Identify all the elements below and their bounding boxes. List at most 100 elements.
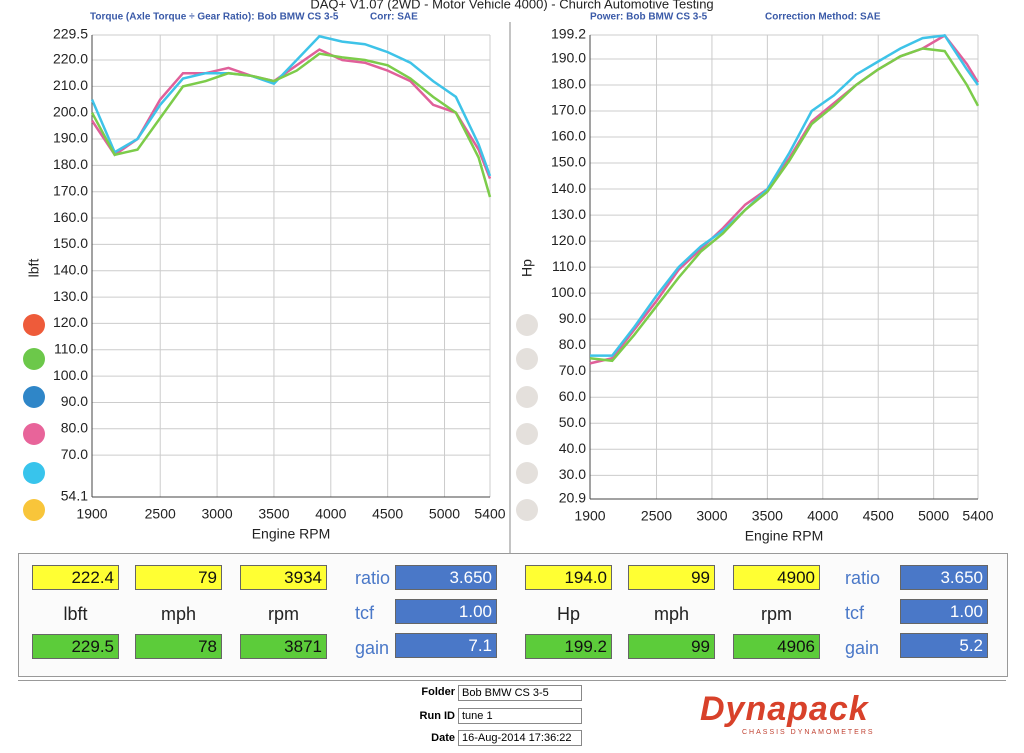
y-tick-label: 80.0: [61, 419, 88, 435]
y-tick-label: 150.0: [551, 154, 586, 170]
x-tick-label: 4000: [315, 506, 346, 522]
y-tick-label: 140.0: [551, 180, 586, 196]
chart-title: Power: Bob BMW CS 3-5: [590, 12, 708, 23]
y-tick-label: 140.0: [53, 261, 88, 277]
y-tick-label: 190.0: [53, 130, 88, 146]
footer-label: Date: [431, 732, 455, 744]
y-tick-label: 180.0: [551, 76, 586, 92]
peak-value: 3871: [240, 634, 327, 659]
logo-tagline: CHASSIS DYNAMOMETERS: [742, 729, 875, 736]
y-tick-label: 190.0: [551, 50, 586, 66]
chart-title: Torque (Axle Torque ÷ Gear Ratio): Bob B…: [90, 12, 339, 23]
y-tick-label: 130.0: [551, 206, 586, 222]
chart-note: Correction Method: SAE: [765, 12, 881, 23]
unit-label: rpm: [268, 604, 299, 624]
x-tick-label: 4500: [372, 506, 403, 522]
peak-value: 4906: [733, 634, 820, 659]
y-tick-label: 60.0: [559, 388, 586, 404]
footer-label: Run ID: [419, 710, 455, 722]
y-tick-label: 199.2: [551, 26, 586, 42]
y-tick-label: 229.5: [53, 26, 88, 42]
y-tick-label: 54.1: [61, 488, 88, 504]
footer-value: 16-Aug-2014 17:36:22: [458, 730, 582, 746]
y-tick-label: 220.0: [53, 51, 88, 67]
x-tick-label: 3000: [202, 506, 233, 522]
setting-label: tcf: [355, 603, 375, 623]
current-value: 3934: [240, 565, 327, 590]
y-tick-label: 160.0: [53, 209, 88, 225]
y-tick-label: 90.0: [559, 310, 586, 326]
x-axis-label: Engine RPM: [745, 528, 824, 544]
setting-value: 3.650: [395, 565, 497, 590]
y-tick-label: 210.0: [53, 77, 88, 93]
y-tick-label: 90.0: [61, 393, 88, 409]
setting-value: 1.00: [900, 599, 988, 624]
y-axis-label: lbft: [26, 259, 42, 278]
y-tick-label: 30.0: [559, 466, 586, 482]
y-tick-label: 200.0: [53, 103, 88, 119]
unit-label: Hp: [556, 604, 580, 624]
unit-label: lbft: [63, 604, 88, 624]
y-tick-label: 110.0: [552, 258, 586, 274]
y-axis-label: Hp: [519, 259, 535, 277]
unit-label: rpm: [761, 604, 792, 624]
current-value: 99: [628, 565, 715, 590]
y-tick-label: 150.0: [53, 235, 88, 251]
setting-label: ratio: [845, 568, 881, 588]
current-value: 222.4: [32, 565, 119, 590]
series-line: [90, 34, 492, 177]
setting-label: ratio: [355, 568, 391, 588]
series-line: [90, 48, 492, 180]
setting-label: gain: [845, 638, 880, 658]
y-tick-label: 70.0: [559, 362, 586, 378]
footer-label: Folder: [421, 686, 455, 698]
y-tick-label: 20.9: [559, 490, 586, 506]
x-tick-label: 4000: [807, 508, 838, 524]
x-tick-label: 1900: [574, 508, 605, 524]
y-tick-label: 120.0: [53, 314, 88, 330]
x-axis-label: Engine RPM: [252, 526, 331, 542]
x-tick-label: 1900: [76, 506, 107, 522]
series-line: [590, 34, 980, 357]
peak-value: 78: [135, 634, 222, 659]
y-tick-label: 130.0: [53, 288, 88, 304]
x-tick-label: 4500: [863, 508, 894, 524]
peak-value: 229.5: [32, 634, 119, 659]
y-tick-label: 170.0: [53, 182, 88, 198]
page-title: DAQ+ V1.07 (2WD - Motor Vehicle 4000) - …: [310, 0, 713, 11]
x-tick-label: 2500: [145, 506, 176, 522]
footer-value: tune 1: [458, 708, 582, 724]
setting-value: 3.650: [900, 565, 988, 590]
logo: Dynapack: [700, 690, 869, 728]
chart-note: Corr: SAE: [370, 12, 418, 23]
y-tick-label: 180.0: [53, 156, 88, 172]
setting-label: gain: [355, 638, 390, 658]
unit-label: mph: [160, 604, 196, 624]
x-tick-label: 5000: [429, 506, 460, 522]
y-tick-label: 80.0: [559, 336, 586, 352]
series-line: [589, 47, 980, 363]
x-tick-label: 3500: [752, 508, 783, 524]
setting-label: tcf: [845, 603, 865, 623]
y-tick-label: 100.0: [551, 284, 586, 300]
footer-value: Bob BMW CS 3-5: [458, 685, 582, 701]
plot-area: [92, 35, 490, 497]
current-value: 79: [135, 565, 222, 590]
color-swatches: [23, 314, 538, 521]
y-tick-label: 170.0: [551, 102, 586, 118]
charts: DAQ+ V1.07 (2WD - Motor Vehicle 4000) - …: [23, 0, 994, 553]
x-tick-label: 5000: [918, 508, 949, 524]
current-value: 4900: [733, 565, 820, 590]
x-tick-label: 3500: [258, 506, 289, 522]
peak-value: 99: [628, 634, 715, 659]
y-tick-label: 120.0: [551, 232, 586, 248]
x-tick-label: 5400: [474, 506, 505, 522]
setting-value: 7.1: [395, 633, 497, 658]
x-tick-label: 2500: [641, 508, 672, 524]
series-line: [90, 52, 492, 198]
footer-rule: [18, 680, 1006, 681]
y-tick-label: 50.0: [559, 414, 586, 430]
y-tick-label: 160.0: [551, 128, 586, 144]
x-tick-label: 3000: [696, 508, 727, 524]
